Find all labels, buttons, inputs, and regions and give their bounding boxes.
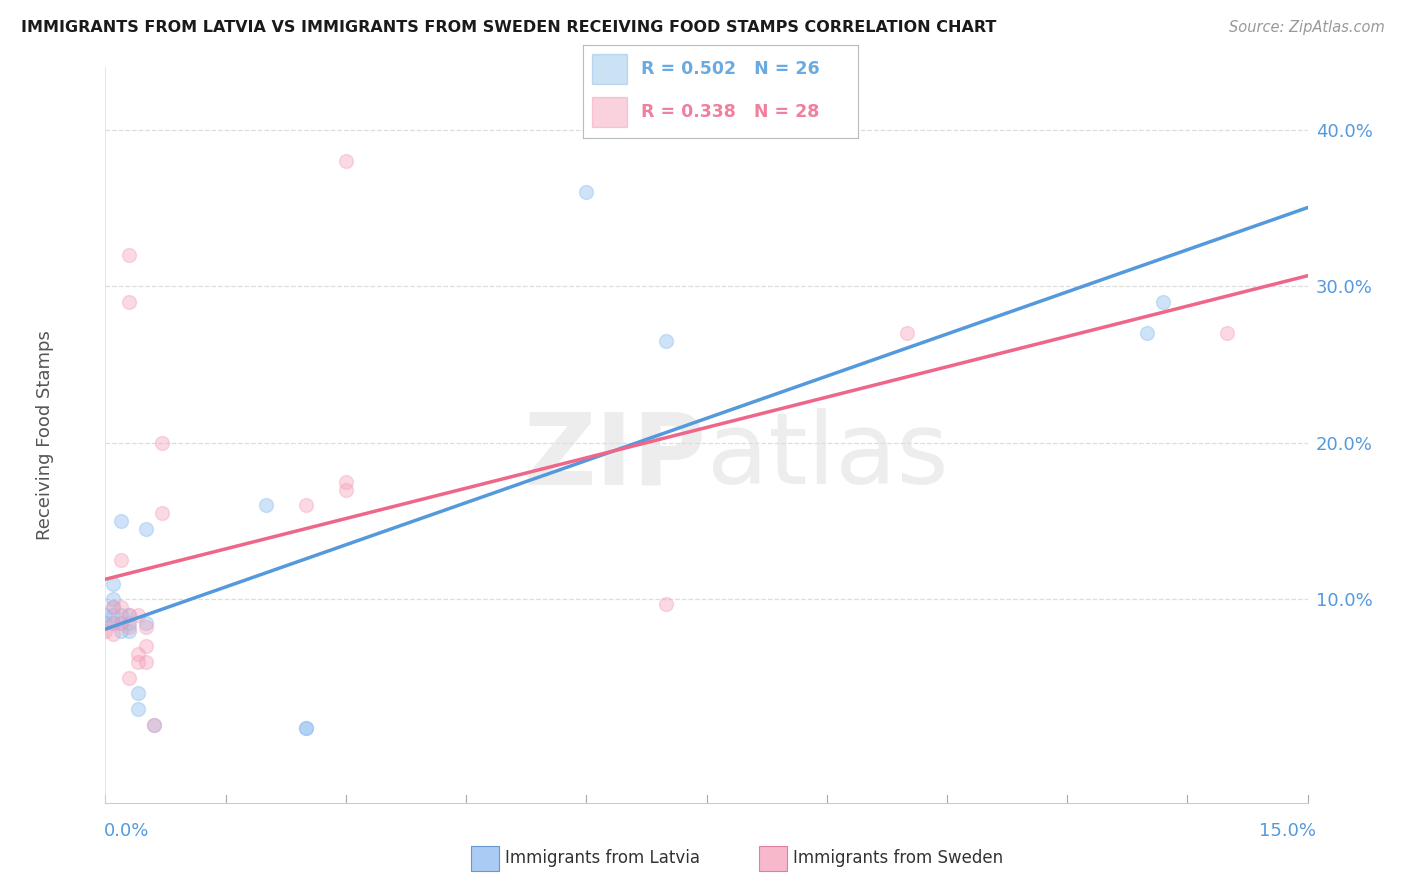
Point — [94, 615, 117, 630]
Point — [127, 607, 149, 622]
Point — [295, 721, 318, 735]
Point — [142, 717, 165, 731]
Point — [103, 592, 125, 607]
Point — [127, 655, 149, 669]
Point — [103, 626, 125, 640]
Point — [110, 615, 132, 630]
Text: Receiving Food Stamps: Receiving Food Stamps — [37, 330, 55, 540]
FancyBboxPatch shape — [592, 97, 627, 127]
Point — [655, 597, 678, 611]
Point — [103, 615, 125, 630]
Point — [94, 607, 117, 622]
Point — [103, 607, 125, 622]
FancyBboxPatch shape — [592, 54, 627, 84]
Text: R = 0.502   N = 26: R = 0.502 N = 26 — [641, 60, 820, 78]
Point — [118, 248, 141, 262]
Point — [110, 600, 132, 615]
Text: Source: ZipAtlas.com: Source: ZipAtlas.com — [1229, 20, 1385, 35]
Text: atlas: atlas — [707, 409, 948, 506]
Point — [94, 624, 117, 638]
Text: Immigrants from Sweden: Immigrants from Sweden — [793, 849, 1002, 867]
Text: 15.0%: 15.0% — [1258, 822, 1316, 840]
Point — [135, 522, 157, 536]
Point — [150, 435, 173, 450]
Point — [1136, 326, 1159, 340]
Point — [135, 639, 157, 653]
Text: R = 0.338   N = 28: R = 0.338 N = 28 — [641, 103, 820, 121]
Point — [135, 620, 157, 634]
Point — [110, 553, 132, 567]
Point — [110, 624, 132, 638]
Point — [150, 506, 173, 520]
Text: 0.0%: 0.0% — [104, 822, 149, 840]
Point — [575, 185, 598, 199]
Text: ZIP: ZIP — [523, 409, 707, 506]
Point — [110, 514, 132, 528]
Point — [127, 702, 149, 716]
Point — [896, 326, 918, 340]
Point — [1152, 294, 1174, 309]
Point — [127, 686, 149, 700]
Point — [103, 615, 125, 630]
Point — [118, 607, 141, 622]
Point — [1216, 326, 1239, 340]
Point — [295, 498, 318, 512]
Point — [135, 655, 157, 669]
Point — [135, 615, 157, 630]
Point — [110, 615, 132, 630]
Point — [103, 600, 125, 615]
Point — [335, 475, 357, 489]
Point — [103, 576, 125, 591]
Point — [655, 334, 678, 348]
Point — [118, 624, 141, 638]
Point — [142, 717, 165, 731]
Point — [103, 600, 125, 615]
Point — [127, 647, 149, 661]
Point — [118, 607, 141, 622]
Point — [110, 607, 132, 622]
Point — [118, 615, 141, 630]
Point — [118, 620, 141, 634]
Point — [335, 153, 357, 168]
Point — [254, 498, 277, 512]
Text: IMMIGRANTS FROM LATVIA VS IMMIGRANTS FROM SWEDEN RECEIVING FOOD STAMPS CORRELATI: IMMIGRANTS FROM LATVIA VS IMMIGRANTS FRO… — [21, 20, 997, 35]
Point — [335, 483, 357, 497]
Point — [118, 671, 141, 685]
Point — [118, 294, 141, 309]
Point — [295, 721, 318, 735]
Text: Immigrants from Latvia: Immigrants from Latvia — [505, 849, 700, 867]
